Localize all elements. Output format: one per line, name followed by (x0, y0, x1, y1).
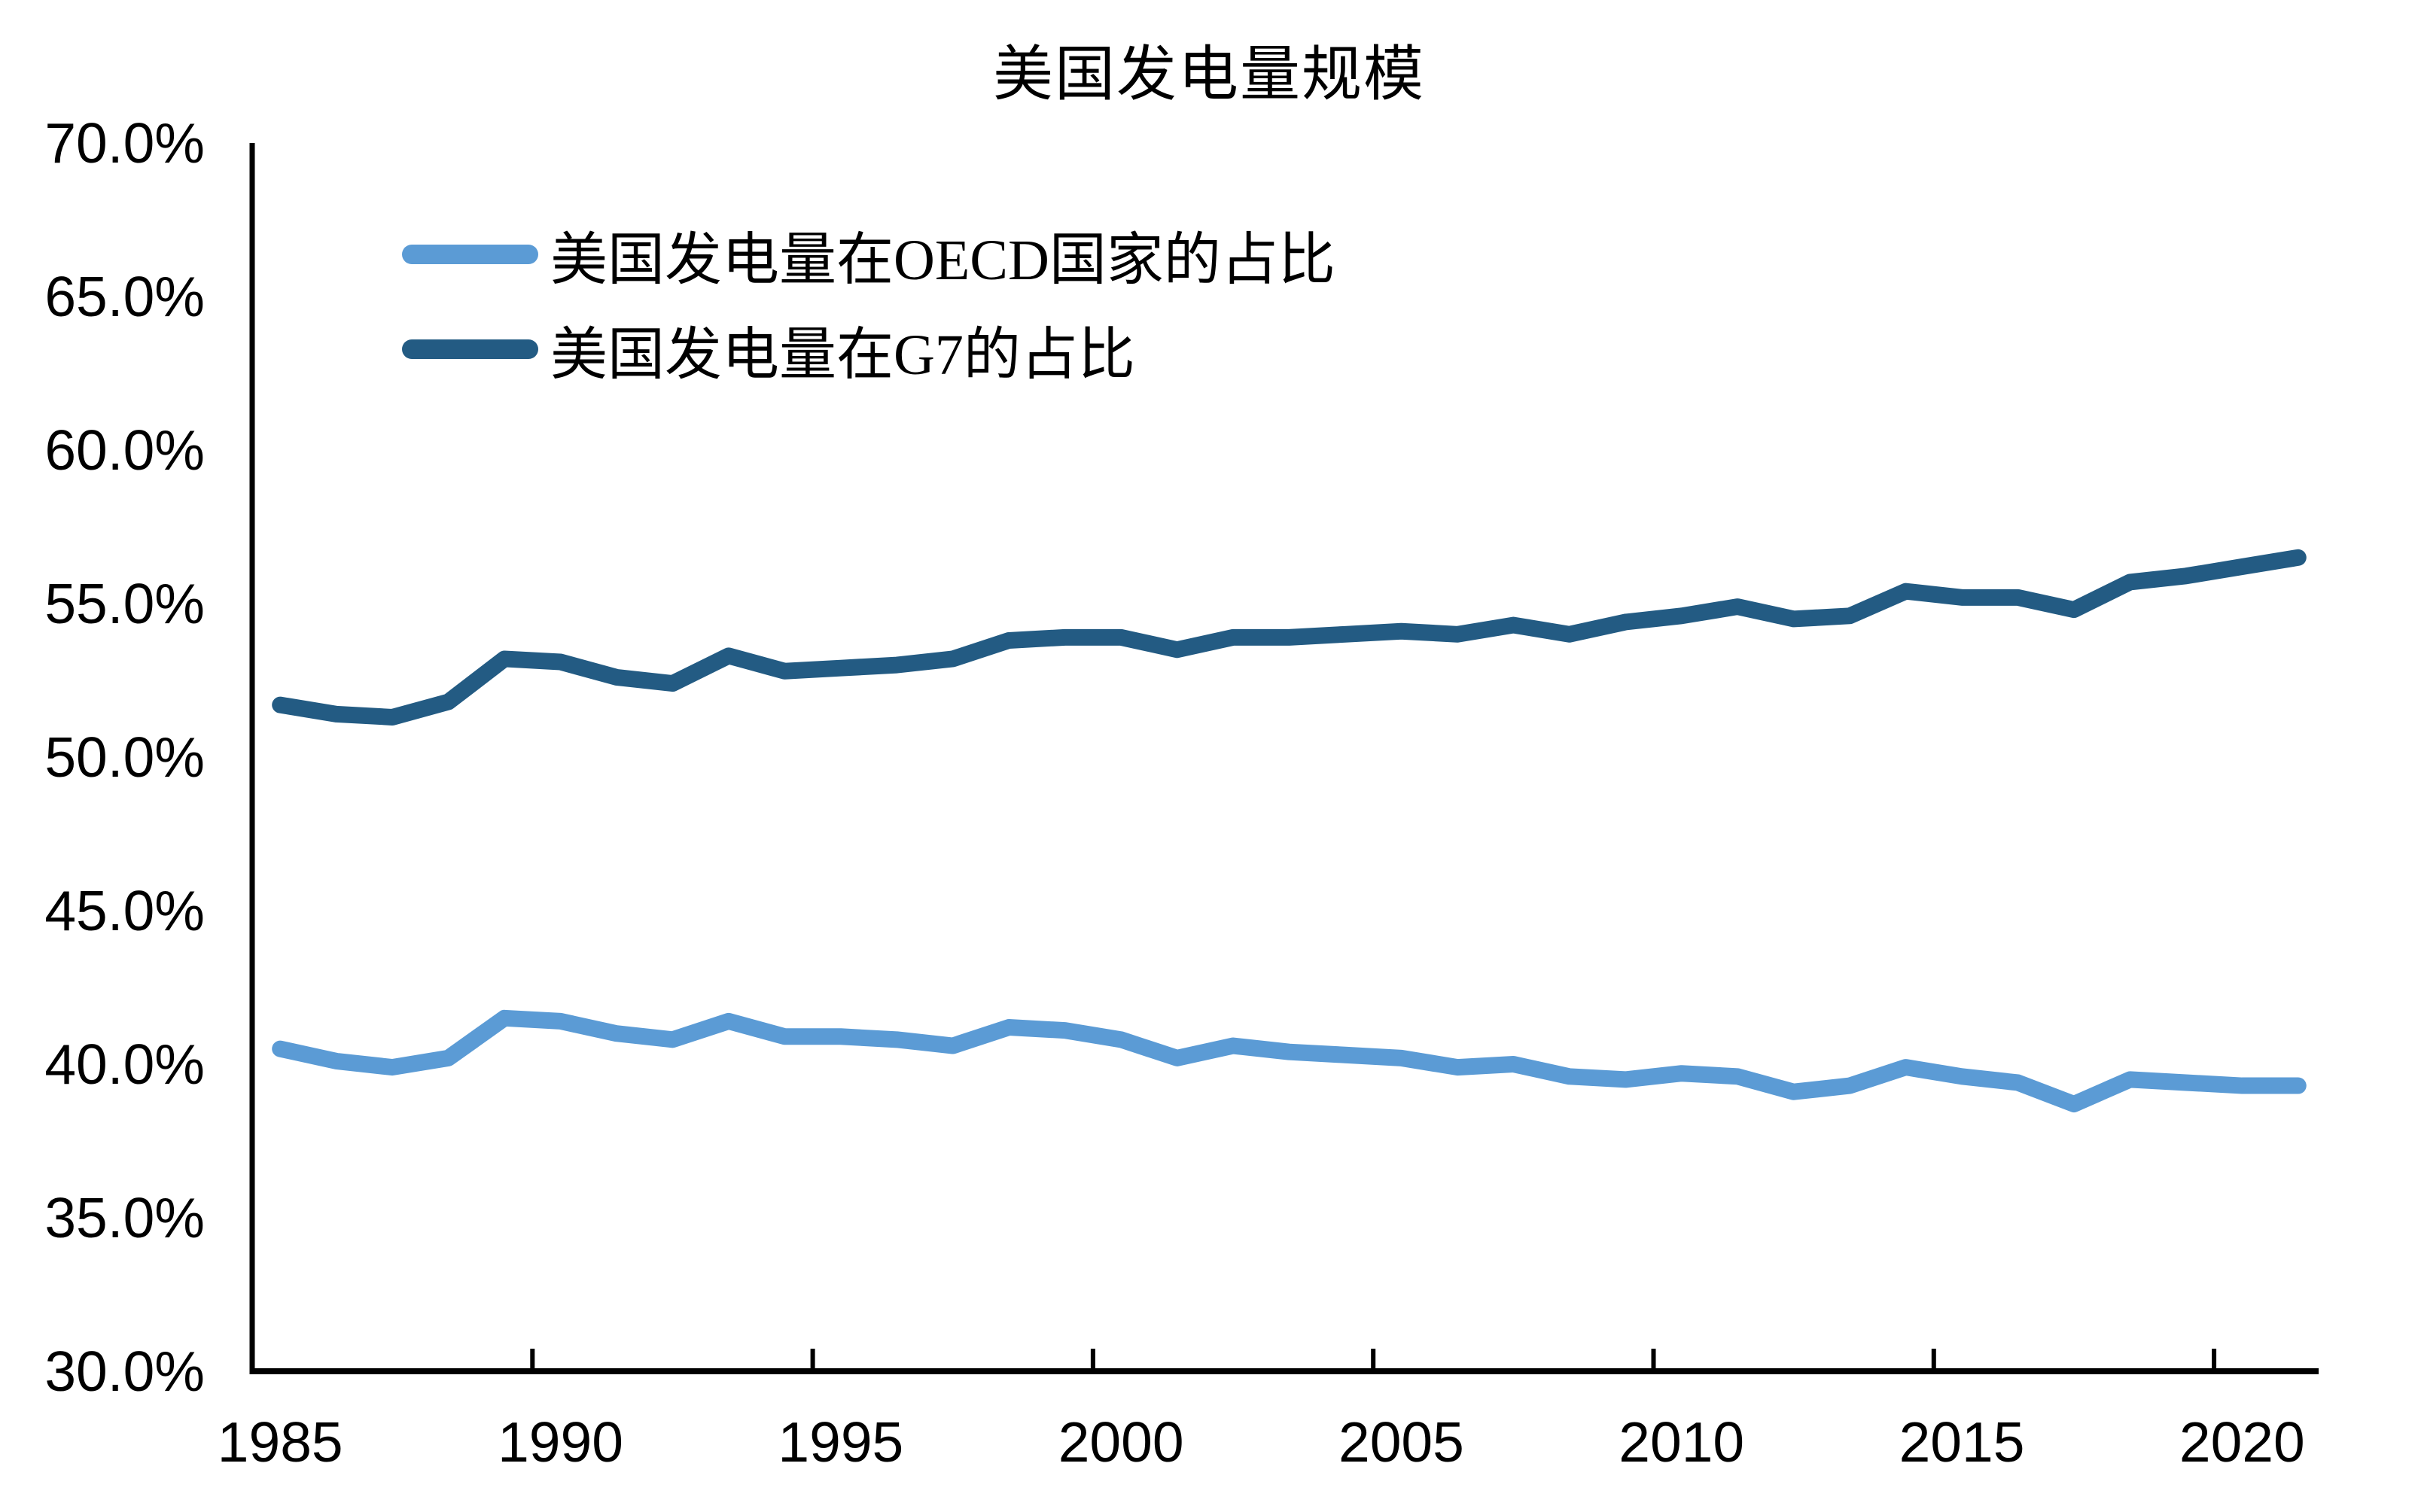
x-axis-tick-label: 1990 (498, 1410, 623, 1474)
x-axis-tick-label: 2000 (1058, 1410, 1184, 1474)
x-axis-tick-label: 1985 (218, 1410, 343, 1474)
legend: 美国发电量在OECD国家的占比 美国发电量在G7的占比 (402, 223, 1335, 387)
x-axis-tick-label: 2020 (2179, 1410, 2305, 1474)
legend-item-g7: 美国发电量在G7的占比 (402, 318, 1335, 387)
x-axis-tick-label: 2005 (1338, 1410, 1464, 1474)
y-axis-tick-label: 50.0% (44, 726, 205, 789)
g7-series-line (272, 549, 2307, 726)
x-axis-tick-label: 2015 (1899, 1410, 2025, 1474)
x-axis-tick-label: 2010 (1619, 1410, 1744, 1474)
oecd-line-swatch (402, 245, 538, 264)
oecd-legend-label: 美国发电量在OECD国家的占比 (550, 229, 1335, 292)
y-axis-tick-label: 35.0% (44, 1186, 205, 1249)
x-axis-tick-label: 1995 (778, 1410, 903, 1474)
legend-item-oecd: 美国发电量在OECD国家的占比 (402, 223, 1335, 292)
chart-title: 美国发电量规模 (993, 42, 1425, 108)
y-axis-tick-label: 60.0% (44, 418, 205, 482)
oecd-series-line (272, 1009, 2307, 1113)
g7-legend-label: 美国发电量在G7的占比 (550, 324, 1135, 387)
y-axis-tick-label: 40.0% (44, 1033, 205, 1096)
y-axis-tick-label: 65.0% (44, 265, 205, 328)
y-axis-tick-label: 55.0% (44, 572, 205, 635)
y-axis-tick-label: 45.0% (44, 879, 205, 942)
g7-line-swatch (402, 339, 538, 359)
y-axis-tick-label: 30.0% (44, 1340, 205, 1403)
y-axis-tick-label: 70.0% (44, 111, 205, 175)
